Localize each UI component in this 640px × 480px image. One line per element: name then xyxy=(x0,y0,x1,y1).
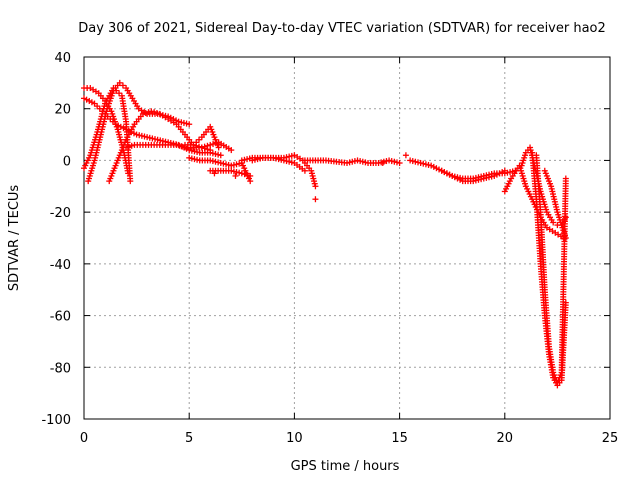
data-point xyxy=(301,167,308,174)
x-tick-label: 5 xyxy=(185,431,193,446)
series-arc-19 xyxy=(541,167,569,241)
data-point xyxy=(247,178,254,185)
y-tick-label: -80 xyxy=(50,361,71,376)
data-point xyxy=(123,144,130,151)
data-point xyxy=(186,121,193,128)
data-point xyxy=(125,170,132,177)
data-point xyxy=(228,147,235,154)
data-point xyxy=(145,109,152,116)
y-tick-label: -40 xyxy=(50,258,71,273)
data-point xyxy=(241,171,248,178)
x-tick-labels: 0 5 10 15 20 25 xyxy=(80,431,618,446)
data-point xyxy=(127,178,134,185)
data-point xyxy=(119,82,126,89)
y-tick-label: 20 xyxy=(54,103,71,118)
x-tick-label: 25 xyxy=(602,431,619,446)
data-point xyxy=(125,143,132,150)
data-points xyxy=(81,79,569,389)
data-point xyxy=(247,172,254,179)
x-axis-label: GPS time / hours xyxy=(291,459,400,474)
data-point xyxy=(211,170,218,177)
series-arc-12 xyxy=(301,157,403,167)
data-point xyxy=(562,235,569,241)
y-tick-label: -20 xyxy=(50,206,71,221)
data-point xyxy=(198,144,205,151)
y-tick-label: -100 xyxy=(41,413,71,428)
data-point xyxy=(176,142,183,149)
data-point xyxy=(153,110,160,117)
axis-ticks xyxy=(83,56,611,420)
data-point xyxy=(201,143,208,150)
data-point xyxy=(207,147,214,154)
y-axis-label: SDTVAR / TECUs xyxy=(7,185,22,292)
data-point xyxy=(550,219,557,226)
data-point xyxy=(312,183,319,190)
data-point xyxy=(215,144,222,151)
chart-title: Day 306 of 2021, Sidereal Day-to-day VTE… xyxy=(78,21,606,36)
data-point xyxy=(232,172,239,179)
data-point xyxy=(379,160,386,167)
x-tick-label: 15 xyxy=(391,431,408,446)
data-point xyxy=(207,141,214,148)
data-point xyxy=(402,152,409,159)
y-tick-label: -60 xyxy=(50,310,71,325)
y-tick-label: 0 xyxy=(63,154,71,169)
data-point xyxy=(173,141,180,148)
x-tick-label: 20 xyxy=(497,431,514,446)
x-tick-label: 10 xyxy=(286,431,303,446)
data-point xyxy=(217,152,224,159)
series-outliers xyxy=(211,152,409,203)
series-arc-5 xyxy=(106,108,214,185)
x-tick-label: 0 xyxy=(80,431,88,446)
y-tick-labels: -100 -80 -60 -40 -20 0 20 40 xyxy=(41,51,71,428)
data-point xyxy=(128,142,135,149)
gridlines xyxy=(84,57,610,419)
data-point xyxy=(116,79,123,86)
data-point xyxy=(204,142,211,149)
data-point xyxy=(210,141,217,148)
series-arc-14 xyxy=(438,167,519,182)
data-point xyxy=(142,110,149,117)
data-point xyxy=(151,109,158,116)
series-arc-18 xyxy=(533,152,569,386)
data-point xyxy=(139,110,146,117)
plot-frame xyxy=(83,56,611,420)
y-tick-label: 40 xyxy=(54,51,71,66)
data-point xyxy=(396,160,403,167)
series-arc-7 xyxy=(181,123,222,151)
series-arc-8 xyxy=(186,154,254,185)
data-point xyxy=(238,170,245,177)
data-point xyxy=(148,108,155,115)
data-point xyxy=(244,172,251,179)
data-point xyxy=(312,196,319,203)
data-point xyxy=(562,175,569,182)
